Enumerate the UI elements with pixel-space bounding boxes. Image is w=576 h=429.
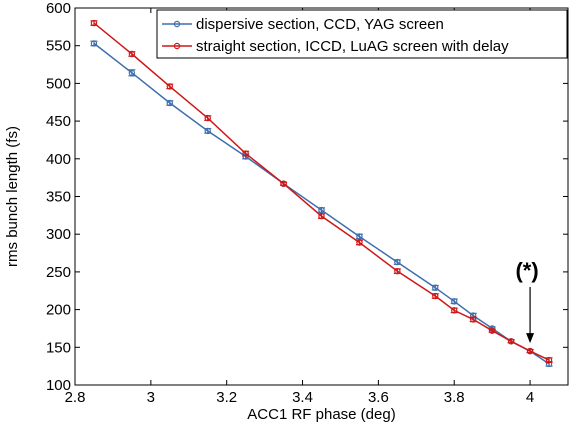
series-line <box>93 22 550 361</box>
y-tick-label: 400 <box>46 151 71 168</box>
data-point <box>204 127 211 135</box>
y-axis-label: rms bunch length (fs) <box>4 126 21 267</box>
data-point <box>451 307 458 314</box>
data-point <box>545 356 553 364</box>
y-tick-label: 550 <box>46 38 71 55</box>
data-point <box>432 284 439 291</box>
x-tick-label: 2.8 <box>65 389 86 406</box>
y-tick-label: 150 <box>46 339 71 356</box>
y-tick-label: 300 <box>46 226 71 243</box>
x-tick-label: 3.8 <box>444 389 465 406</box>
legend-label: dispersive section, CCD, YAG screen <box>196 16 444 33</box>
data-point <box>166 83 174 90</box>
data-point <box>128 69 136 77</box>
data-point <box>166 99 174 107</box>
data-point <box>128 50 136 58</box>
data-point <box>488 327 496 334</box>
y-tick-label: 350 <box>46 189 71 206</box>
x-axis-label: ACC1 RF phase (deg) <box>247 406 395 423</box>
series-line <box>93 42 550 365</box>
y-tick-label: 100 <box>46 377 71 394</box>
x-tick-label: 3.2 <box>216 389 237 406</box>
annotation-label: (*) <box>515 258 538 283</box>
data-point <box>394 267 401 275</box>
y-tick-label: 450 <box>46 113 71 130</box>
data-point <box>318 212 325 220</box>
data-point <box>432 292 439 300</box>
x-tick-label: 4 <box>526 389 534 406</box>
annotation-arrow-head <box>526 333 535 344</box>
y-tick-label: 500 <box>46 75 71 92</box>
x-tick-label: 3 <box>147 389 155 406</box>
ticks-layer: 2.8 3 3.2 3.4 3.6 3.8 4 100 150 200 250 300 350 400 45… <box>46 0 568 406</box>
y-tick-label: 600 <box>46 0 71 17</box>
data-point <box>507 338 515 345</box>
data-point <box>90 40 98 47</box>
series-1 <box>90 19 553 364</box>
data-point <box>394 258 401 266</box>
data-point <box>356 239 363 246</box>
data-point <box>469 316 477 323</box>
data-point <box>451 298 458 305</box>
x-tick-label: 3.6 <box>368 389 389 406</box>
data-point <box>356 233 363 240</box>
legend-swatch-marker <box>173 42 181 50</box>
x-tick-label: 3.4 <box>292 389 313 406</box>
legend-box <box>156 9 568 59</box>
legend-label: straight section, ICCD, LuAG screen with… <box>196 38 509 55</box>
annotation-layer: (*) <box>515 258 539 344</box>
data-point <box>280 180 287 187</box>
y-tick-label: 200 <box>46 302 71 319</box>
data-point <box>318 206 325 214</box>
legend-swatch-marker <box>173 20 181 28</box>
data-point <box>204 114 211 122</box>
plot-layer <box>90 19 553 368</box>
y-tick-label: 250 <box>46 264 71 281</box>
data-point <box>526 347 534 355</box>
legend: dispersive section, CCD, YAG screen strai… <box>156 9 568 59</box>
data-point <box>90 19 98 27</box>
data-point <box>242 150 249 157</box>
